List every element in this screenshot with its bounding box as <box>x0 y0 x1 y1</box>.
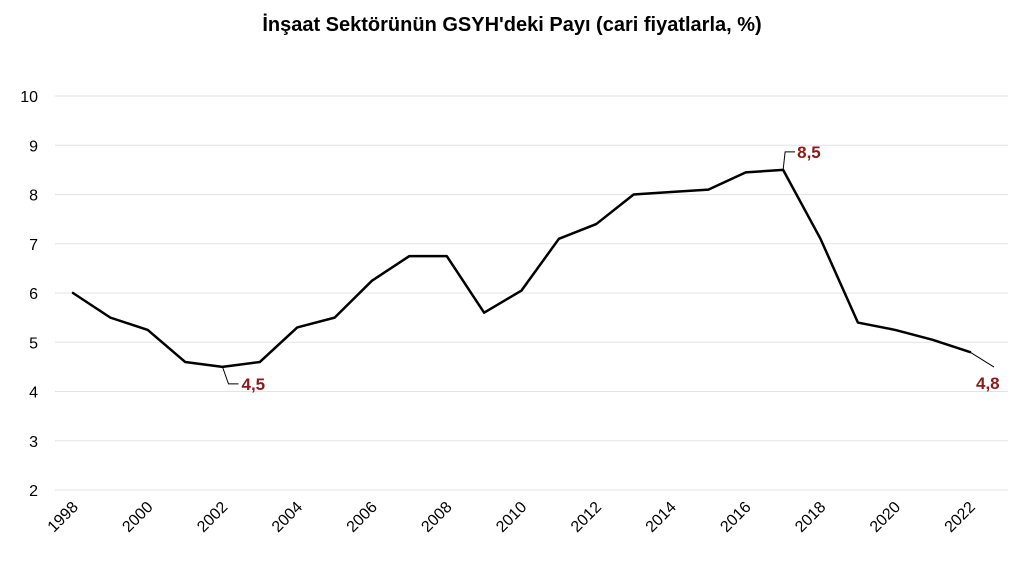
y-tick-label: 8 <box>29 188 38 205</box>
x-tick-label: 2012 <box>568 499 605 536</box>
x-tick-label: 2018 <box>792 499 829 536</box>
y-tick-label: 10 <box>20 89 38 106</box>
data-point <box>295 325 299 329</box>
data-point <box>445 254 449 258</box>
data-point <box>482 311 486 315</box>
y-tick-label: 4 <box>29 385 38 402</box>
data-point <box>931 338 935 342</box>
data-point <box>108 316 112 320</box>
data-point <box>183 360 187 364</box>
x-tick-label: 2014 <box>643 499 680 536</box>
y-tick-label: 3 <box>29 434 38 451</box>
x-tick-label: 1998 <box>45 499 82 536</box>
data-point <box>370 279 374 283</box>
annotation-leader-line <box>969 351 995 368</box>
data-point <box>71 291 75 295</box>
x-tick-label: 2002 <box>194 499 231 536</box>
x-tick-label: 2008 <box>418 499 455 536</box>
y-tick-label: 2 <box>29 483 38 500</box>
x-tick-label: 2016 <box>717 499 754 536</box>
y-tick-label: 9 <box>29 138 38 155</box>
x-axis-tick-labels: 1998 2000 2002 2004 2006 2008 2010 2012 2014 2016… <box>45 499 979 536</box>
series-line <box>71 168 972 369</box>
series-layer <box>71 168 972 369</box>
data-label: 8,5 <box>797 143 821 162</box>
y-axis-tick-labels: 2 3 4 5 6 7 8 9 10 <box>20 89 38 500</box>
data-point <box>520 289 524 293</box>
y-tick-label: 6 <box>29 286 38 303</box>
x-tick-label: 2006 <box>344 499 381 536</box>
annotations-layer: 4,5 8,5 4,8 <box>222 143 1000 394</box>
x-tick-label: 2020 <box>867 499 904 536</box>
data-point <box>258 360 262 364</box>
annotation-leader-line <box>782 151 796 170</box>
y-tick-label: 7 <box>29 237 38 254</box>
x-tick-label: 2010 <box>493 499 530 536</box>
data-point <box>706 188 710 192</box>
data-point <box>819 237 823 241</box>
data-point <box>632 193 636 197</box>
y-tick-label: 5 <box>29 335 38 352</box>
chart-title: İnşaat Sektörünün GSYH'deki Payı (cari f… <box>262 14 762 36</box>
x-tick-label: 2004 <box>269 499 306 536</box>
data-point <box>594 222 598 226</box>
data-label: 4,5 <box>242 375 266 394</box>
data-label: 4,8 <box>976 374 1000 393</box>
x-tick-label: 2022 <box>942 499 979 536</box>
data-point <box>744 170 748 174</box>
data-point <box>669 190 673 194</box>
data-point <box>407 254 411 258</box>
data-point <box>856 321 860 325</box>
gridlines <box>55 95 1008 491</box>
data-point <box>333 316 337 320</box>
data-point <box>557 237 561 241</box>
x-tick-label: 2000 <box>119 499 156 536</box>
data-point <box>893 328 897 332</box>
annotation-leader-line <box>222 366 239 385</box>
data-point <box>146 328 150 332</box>
